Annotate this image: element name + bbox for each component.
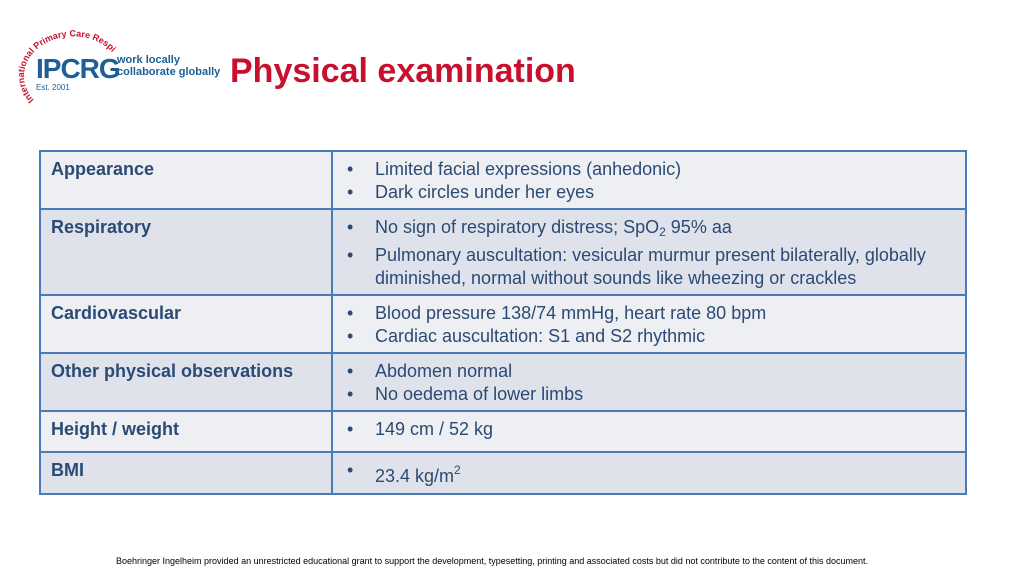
bullet-item: 149 cm / 52 kg [343, 418, 955, 441]
table-row-height-weight: Height / weight 149 cm / 52 kg [39, 410, 967, 453]
row-label: Appearance [39, 150, 333, 210]
row-label: Height / weight [39, 410, 333, 453]
bullet-item: Cardiac auscultation: S1 and S2 rhythmic [343, 325, 955, 348]
bullet-item: Abdomen normal [343, 360, 955, 383]
row-values: Blood pressure 138/74 mmHg, heart rate 8… [331, 294, 967, 354]
bullet-item: Pulmonary auscultation: vesicular murmur… [343, 244, 955, 290]
logo-tagline-2: collaborate globally [117, 66, 221, 78]
row-values: 23.4 kg/m2 [331, 451, 967, 495]
row-values: Abdomen normal No oedema of lower limbs [331, 352, 967, 412]
bullet-item: Dark circles under her eyes [343, 181, 955, 204]
ipcrg-logo: International Primary Care Respiratory G… [14, 30, 224, 110]
bullet-item: Blood pressure 138/74 mmHg, heart rate 8… [343, 302, 955, 325]
row-label: Other physical observations [39, 352, 333, 412]
row-label: BMI [39, 451, 333, 495]
bmi-superscript: 2 [454, 463, 461, 477]
bullet-item: No oedema of lower limbs [343, 383, 955, 406]
logo-ring-icon: International Primary Care Respiratory G… [14, 30, 118, 105]
table-row-other-observations: Other physical observations Abdomen norm… [39, 352, 967, 412]
logo-est: Est. 2001 [36, 83, 70, 92]
row-label: Respiratory [39, 208, 333, 296]
logo-tagline: work locally collaborate globally [117, 54, 220, 78]
logo-abbrev: IPCRG [36, 53, 121, 84]
page-title: Physical examination [230, 52, 576, 90]
table-row-respiratory: Respiratory No sign of respiratory distr… [39, 208, 967, 296]
row-label: Cardiovascular [39, 294, 333, 354]
spo2-subscript: 2 [659, 225, 666, 239]
spo2-value: 95% aa [665, 217, 732, 237]
row-values: 149 cm / 52 kg [331, 410, 967, 453]
logo-tagline-1: work locally [117, 54, 180, 66]
bmi-value: 23.4 kg/m [375, 466, 455, 486]
row-values: Limited facial expressions (anhedonic) D… [331, 150, 967, 210]
bullet-item: 23.4 kg/m2 [343, 459, 955, 488]
exam-table: Appearance Limited facial expressions (a… [39, 150, 967, 495]
row-values: No sign of respiratory distress; SpO2 95… [331, 208, 967, 296]
footer-disclaimer: Boehringer Ingelheim provided an unrestr… [116, 556, 868, 566]
bullet-item: Limited facial expressions (anhedonic) [343, 158, 955, 181]
table-row-bmi: BMI 23.4 kg/m2 [39, 451, 967, 495]
bullet-item: No sign of respiratory distress; SpO2 95… [343, 216, 955, 244]
table-row-appearance: Appearance Limited facial expressions (a… [39, 150, 967, 210]
spo2-text: No sign of respiratory distress; SpO [375, 217, 660, 237]
table-row-cardiovascular: Cardiovascular Blood pressure 138/74 mmH… [39, 294, 967, 354]
